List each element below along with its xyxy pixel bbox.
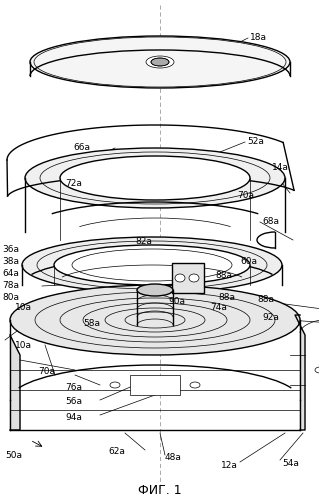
Text: 72a: 72a — [65, 178, 82, 188]
Bar — [130, 375, 180, 395]
Text: 48a: 48a — [165, 454, 182, 462]
Polygon shape — [295, 315, 305, 430]
Bar — [172, 263, 204, 293]
Text: 18a: 18a — [250, 32, 267, 42]
Text: 12a: 12a — [221, 460, 238, 469]
Text: 88a: 88a — [215, 270, 232, 280]
Text: 82a: 82a — [135, 236, 152, 246]
Text: 70a: 70a — [38, 368, 55, 376]
Text: 80a: 80a — [2, 294, 19, 302]
Text: 36a: 36a — [2, 246, 19, 254]
Ellipse shape — [151, 58, 169, 66]
Text: 10a: 10a — [15, 340, 32, 349]
Text: 52a: 52a — [247, 136, 264, 145]
Text: 90a: 90a — [168, 298, 185, 306]
Text: 58a: 58a — [83, 318, 100, 328]
Ellipse shape — [175, 274, 185, 282]
Text: 74a: 74a — [210, 304, 227, 312]
Ellipse shape — [110, 382, 120, 388]
Text: 54a: 54a — [282, 458, 299, 468]
Text: 56a: 56a — [65, 398, 82, 406]
Text: 88a: 88a — [218, 294, 235, 302]
Text: 60a: 60a — [240, 256, 257, 266]
Ellipse shape — [146, 56, 174, 68]
Ellipse shape — [10, 285, 300, 355]
Text: 66a: 66a — [73, 144, 90, 152]
Text: 50a: 50a — [5, 450, 22, 460]
Text: 70a: 70a — [237, 192, 254, 200]
Text: 38a: 38a — [2, 258, 19, 266]
Ellipse shape — [30, 36, 290, 88]
Text: 92a: 92a — [262, 312, 279, 322]
Ellipse shape — [22, 237, 282, 293]
Ellipse shape — [190, 382, 200, 388]
Ellipse shape — [60, 156, 250, 200]
Polygon shape — [10, 335, 20, 430]
Text: 94a: 94a — [65, 412, 82, 422]
Ellipse shape — [54, 245, 250, 285]
Text: 14a: 14a — [272, 162, 289, 172]
Text: 88a: 88a — [257, 294, 274, 304]
Text: 68a: 68a — [262, 218, 279, 226]
Text: 10a: 10a — [15, 304, 32, 312]
Ellipse shape — [25, 148, 285, 208]
Text: 76a: 76a — [65, 382, 82, 392]
Text: 62a: 62a — [108, 448, 125, 456]
Ellipse shape — [189, 274, 199, 282]
Ellipse shape — [137, 284, 173, 296]
Text: 78a: 78a — [2, 282, 19, 290]
Text: 64a: 64a — [2, 270, 19, 278]
Ellipse shape — [315, 367, 319, 373]
Text: ФИГ. 1: ФИГ. 1 — [138, 484, 182, 496]
